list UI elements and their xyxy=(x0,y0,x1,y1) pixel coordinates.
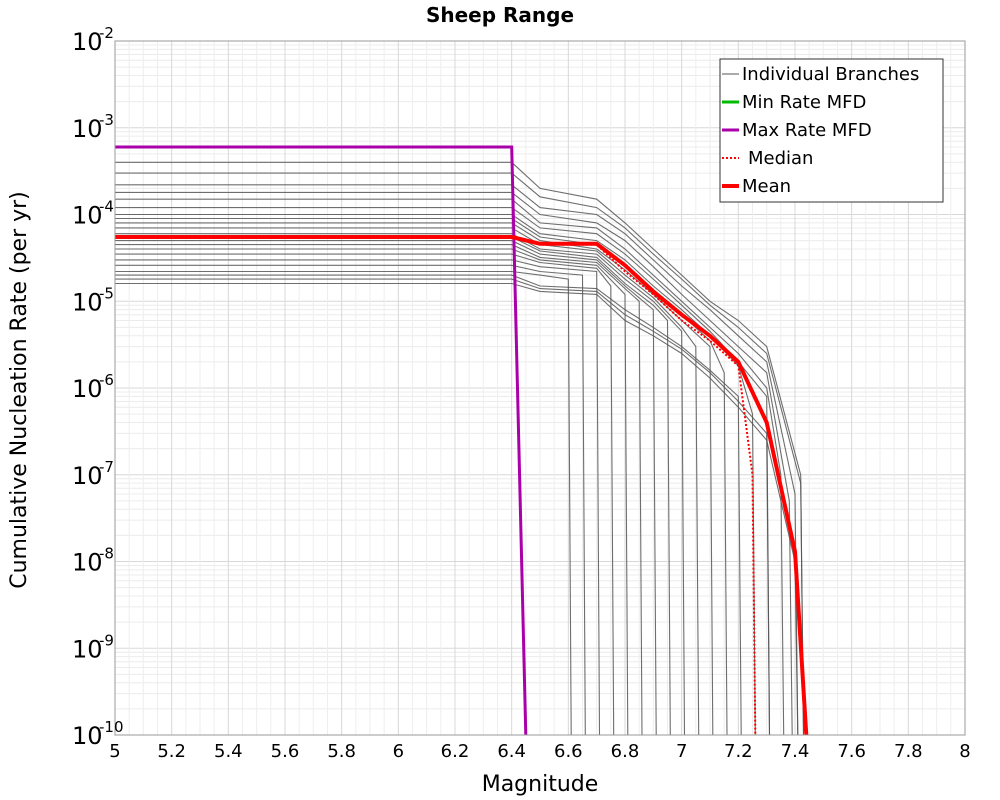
branch-line xyxy=(115,282,799,736)
legend-label: Max Rate MFD xyxy=(742,120,872,141)
x-tick-label: 6.6 xyxy=(554,741,583,762)
branch-line xyxy=(115,184,799,736)
x-tick-label: 5.2 xyxy=(157,741,186,762)
branch-line xyxy=(115,161,805,736)
y-tick-exponent: -5 xyxy=(99,284,114,302)
branch-line xyxy=(115,172,805,736)
x-tick-label: 5.4 xyxy=(214,741,243,762)
branch-line xyxy=(115,274,742,736)
branch-line xyxy=(115,191,793,736)
y-tick-exponent: -10 xyxy=(99,718,124,736)
x-tick-label: 7.2 xyxy=(724,741,753,762)
legend-label: Mean xyxy=(742,176,791,197)
branch-line xyxy=(115,264,586,736)
x-tick-labels: 5 5.2 5.4 5.6 5.8 6 6.2 6.4 6.6 6.8 7 7.2 7.4 7.6 7.8 8 xyxy=(109,741,970,762)
y-tick-exponent: -6 xyxy=(99,371,114,389)
x-tick-label: 6.2 xyxy=(441,741,470,762)
y-tick-label: 10 xyxy=(72,115,103,143)
x-tick-label: 5 xyxy=(109,741,120,762)
branch-line xyxy=(115,198,785,736)
y-axis-label: Cumulative Nucleation Rate (per yr) xyxy=(7,191,32,589)
branch-line xyxy=(115,270,572,736)
branch-line xyxy=(115,227,700,736)
mean-line xyxy=(115,235,809,736)
branch-line xyxy=(115,248,629,736)
legend-label: Min Rate MFD xyxy=(742,92,866,113)
y-tick-exponent: -8 xyxy=(99,545,114,563)
branch-line xyxy=(115,213,756,736)
y-tick-label: 10 xyxy=(72,722,103,750)
y-tick-label: 10 xyxy=(72,549,103,577)
legend: Individual Branches Min Rate MFD Max Rate … xyxy=(719,58,944,203)
legend-box xyxy=(719,58,944,203)
y-tick-exponent: -3 xyxy=(99,111,114,129)
y-tick-label: 10 xyxy=(72,635,103,663)
branch-line xyxy=(115,253,615,736)
branch-line xyxy=(115,207,771,736)
x-tick-label: 8 xyxy=(959,741,970,762)
x-tick-label: 5.8 xyxy=(327,741,356,762)
legend-label: Individual Branches xyxy=(742,64,919,85)
x-tick-label: 6.4 xyxy=(497,741,526,762)
main-lines xyxy=(115,145,809,736)
branch-line xyxy=(115,278,771,736)
y-tick-exponent: -7 xyxy=(99,458,114,476)
chart-title: Sheep Range xyxy=(426,3,574,27)
branch-line xyxy=(115,222,714,736)
y-tick-exponent: -4 xyxy=(99,198,114,216)
x-tick-label: 7 xyxy=(676,741,687,762)
x-tick-label: 6 xyxy=(393,741,404,762)
x-tick-label: 7.6 xyxy=(837,741,866,762)
y-tick-exponent: -2 xyxy=(99,24,114,42)
y-tick-label: 10 xyxy=(72,28,103,56)
branch-line xyxy=(115,244,643,736)
y-tick-label: 10 xyxy=(72,462,103,490)
legend-label: Median xyxy=(748,148,813,169)
y-tick-label: 10 xyxy=(72,375,103,403)
x-tick-label: 7.8 xyxy=(894,741,923,762)
x-tick-label: 5.6 xyxy=(271,741,300,762)
max-rate-line xyxy=(115,145,528,736)
x-axis-label: Magnitude xyxy=(482,772,599,797)
y-tick-label: 10 xyxy=(72,288,103,316)
branch-line xyxy=(115,240,657,736)
branch-line xyxy=(115,259,601,736)
y-tick-label: 10 xyxy=(72,202,103,230)
plot-frame xyxy=(114,40,966,736)
x-tick-label: 6.8 xyxy=(611,741,640,762)
y-tick-labels: 10-210-310-410-510-610-710-810-910-10 xyxy=(72,24,124,750)
x-tick-label: 7.4 xyxy=(781,741,810,762)
y-tick-exponent: -9 xyxy=(99,631,114,649)
